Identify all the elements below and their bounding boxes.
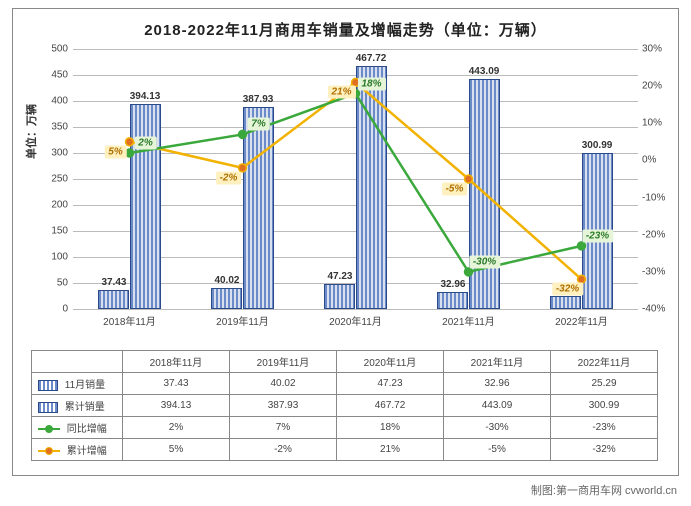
ytick-left: 200	[38, 200, 68, 211]
table-cell: 32.96	[444, 373, 551, 395]
table-cell: 7%	[230, 417, 337, 439]
xtick: 2018年11月	[103, 313, 156, 328]
ytick-left: 50	[38, 278, 68, 289]
ytick-right: 30%	[642, 44, 676, 55]
table-row-header: 11月销量	[32, 373, 123, 395]
table-cell: 300.99	[551, 395, 658, 417]
xtick: 2021年11月	[442, 313, 495, 328]
table-col-header: 2018年11月	[123, 351, 230, 373]
pct-label: 18%	[357, 77, 385, 90]
chart-container: 2018-2022年11月商用车销量及增幅走势（单位：万辆） 单位：万辆 050…	[0, 0, 691, 506]
table-cell: -2%	[230, 439, 337, 461]
table-col-header: 2022年11月	[551, 351, 658, 373]
table-cell: 2%	[123, 417, 230, 439]
y-axis-label: 单位：万辆	[23, 104, 39, 159]
ytick-right: 0%	[642, 155, 676, 166]
table-cell: 21%	[337, 439, 444, 461]
ytick-right: -20%	[642, 229, 676, 240]
table-cell: 394.13	[123, 395, 230, 417]
pct-label: -30%	[469, 255, 500, 268]
table-cell: -30%	[444, 417, 551, 439]
table-cell: -23%	[551, 417, 658, 439]
table-cell: 25.29	[551, 373, 658, 395]
table-cell: 40.02	[230, 373, 337, 395]
pct-label: 7%	[247, 118, 269, 131]
xtick: 2022年11月	[555, 313, 608, 328]
pct-label: 21%	[327, 86, 355, 99]
table-cell: 387.93	[230, 395, 337, 417]
data-table: 2018年11月2019年11月2020年11月2021年11月2022年11月…	[31, 350, 658, 461]
pct-label: -23%	[582, 229, 613, 242]
xtick: 2019年11月	[216, 313, 269, 328]
pct-label: -5%	[442, 183, 468, 196]
ytick-left: 100	[38, 252, 68, 263]
ytick-right: 20%	[642, 81, 676, 92]
table-col-header: 2021年11月	[444, 351, 551, 373]
pct-label: 5%	[104, 145, 126, 158]
ytick-right: 10%	[642, 118, 676, 129]
table-cell: -32%	[551, 439, 658, 461]
ytick-left: 0	[38, 304, 68, 315]
ytick-left: 400	[38, 96, 68, 107]
pct-label: -2%	[216, 171, 242, 184]
ytick-left: 500	[38, 44, 68, 55]
table-col-header: 2019年11月	[230, 351, 337, 373]
gridline	[73, 309, 638, 310]
line-swatch-icon	[38, 424, 60, 434]
xtick: 2020年11月	[329, 313, 382, 328]
table-cell: 467.72	[337, 395, 444, 417]
table-col-header: 2020年11月	[337, 351, 444, 373]
ytick-left: 450	[38, 70, 68, 81]
ytick-left: 300	[38, 148, 68, 159]
ytick-left: 250	[38, 174, 68, 185]
bar-swatch-icon	[38, 402, 58, 413]
table-row-header: 累计增幅	[32, 439, 123, 461]
table-cell: 18%	[337, 417, 444, 439]
table-cell: -5%	[444, 439, 551, 461]
credit-text: 制图:第一商用车网 cvworld.cn	[531, 482, 677, 498]
chart-frame: 2018-2022年11月商用车销量及增幅走势（单位：万辆） 单位：万辆 050…	[12, 8, 679, 476]
ytick-left: 350	[38, 122, 68, 133]
table-cell: 5%	[123, 439, 230, 461]
ytick-right: -30%	[642, 266, 676, 277]
ytick-right: -10%	[642, 192, 676, 203]
table-row-header: 累计销量	[32, 395, 123, 417]
table-cell: 443.09	[444, 395, 551, 417]
table-cell: 47.23	[337, 373, 444, 395]
pct-label: 2%	[134, 137, 156, 150]
bar-swatch-icon	[38, 380, 58, 391]
ytick-left: 150	[38, 226, 68, 237]
table-row-header: 同比增幅	[32, 417, 123, 439]
line-swatch-icon	[38, 446, 60, 456]
pct-label: -32%	[552, 283, 583, 296]
ytick-right: -40%	[642, 304, 676, 315]
table-cell: 37.43	[123, 373, 230, 395]
plot-area: 050100150200250300350400450500-40%-30%-2…	[73, 49, 638, 309]
chart-title: 2018-2022年11月商用车销量及增幅走势（单位：万辆）	[13, 9, 678, 46]
